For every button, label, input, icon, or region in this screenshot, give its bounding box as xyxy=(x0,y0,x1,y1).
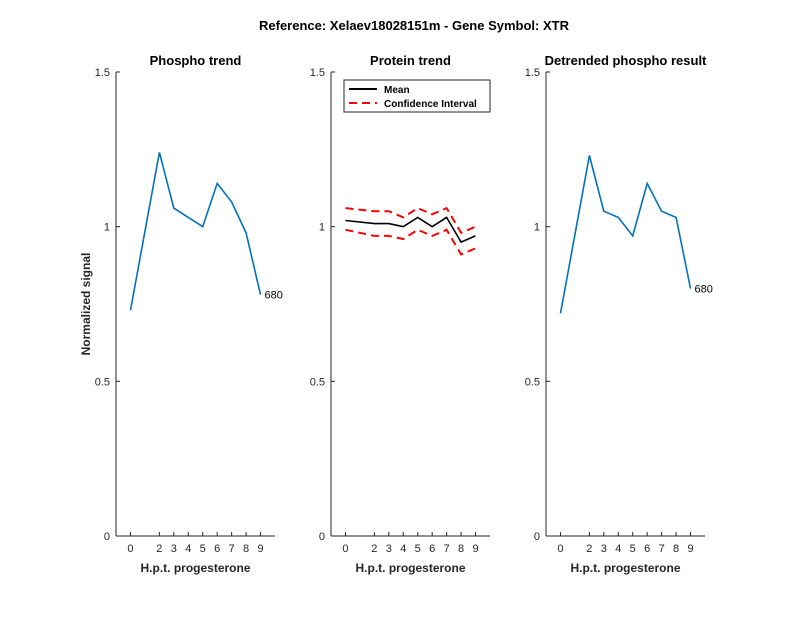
x-tick-label: 7 xyxy=(659,543,665,555)
figure-title: Reference: Xelaev18028151m - Gene Symbol… xyxy=(259,18,570,33)
data-series-line xyxy=(129,152,262,311)
x-tick-label: 6 xyxy=(644,543,650,555)
x-tick-label: 4 xyxy=(185,543,191,555)
mean-series-line xyxy=(345,216,476,244)
x-tick-label: 3 xyxy=(601,543,607,555)
legend: Mean Confidence Interval xyxy=(343,79,491,113)
chart-panel-3: 0 0.5 1 1.5 0 2 3 4 5 6 7 8 9 Detrended phospho resul… xyxy=(525,53,713,575)
x-tick-label: 3 xyxy=(171,543,177,555)
y-tick-label: 0 xyxy=(534,531,540,543)
y-tick-label: 1 xyxy=(534,222,540,234)
y-axis-label: Normalized signal xyxy=(79,253,93,356)
x-tick-label: 9 xyxy=(472,543,478,555)
y-tick-label: 1 xyxy=(319,222,325,234)
y-tick-label: 0.5 xyxy=(525,376,540,388)
x-tick-label: 2 xyxy=(371,543,377,555)
y-tick-label: 1 xyxy=(104,222,110,234)
x-tick-label: 9 xyxy=(687,543,693,555)
x-axis-label: H.p.t. progesterone xyxy=(140,561,250,575)
chart-panel-2: 0 0.5 1 1.5 0 2 3 4 5 6 7 8 9 Protein trend H.p.t. pro… xyxy=(310,53,491,575)
legend-label: Mean xyxy=(384,85,410,96)
y-tick-label: 1.5 xyxy=(525,67,540,79)
confidence-interval-series-line xyxy=(345,206,476,235)
y-tick-label: 0.5 xyxy=(95,376,110,388)
point-annotation: 680 xyxy=(265,290,283,302)
y-tick-label: 1.5 xyxy=(95,67,110,79)
x-tick-label: 8 xyxy=(673,543,679,555)
data-series-line xyxy=(559,155,692,314)
panel-title: Detrended phospho result xyxy=(545,53,707,68)
x-tick-label: 2 xyxy=(156,543,162,555)
x-tick-label: 8 xyxy=(243,543,249,555)
x-tick-label: 2 xyxy=(586,543,592,555)
x-tick-label: 3 xyxy=(386,543,392,555)
panel-title: Protein trend xyxy=(370,53,451,68)
x-tick-label: 0 xyxy=(342,543,348,555)
x-tick-label: 7 xyxy=(229,543,235,555)
x-tick-label: 5 xyxy=(630,543,636,555)
x-tick-label: 9 xyxy=(257,543,263,555)
x-axis-label: H.p.t. progesterone xyxy=(355,561,465,575)
legend-label: Confidence Interval xyxy=(384,99,477,110)
panel-title: Phospho trend xyxy=(150,53,242,68)
y-tick-label: 0 xyxy=(104,531,110,543)
legend-box xyxy=(343,79,491,113)
y-tick-label: 0 xyxy=(319,531,325,543)
x-tick-label: 7 xyxy=(444,543,450,555)
x-axis-label: H.p.t. progesterone xyxy=(570,561,680,575)
chart-panel-1: 0 0.5 1 1.5 0 2 3 4 5 6 7 8 9 Phospho trend H.p.t. pro… xyxy=(79,53,283,575)
x-tick-label: 0 xyxy=(557,543,563,555)
x-tick-label: 5 xyxy=(415,543,421,555)
x-tick-label: 8 xyxy=(458,543,464,555)
x-tick-label: 5 xyxy=(200,543,206,555)
x-tick-label: 4 xyxy=(400,543,406,555)
point-annotation: 680 xyxy=(695,284,713,296)
y-tick-label: 1.5 xyxy=(310,67,325,79)
x-tick-label: 6 xyxy=(429,543,435,555)
x-tick-label: 4 xyxy=(615,543,621,555)
x-tick-label: 6 xyxy=(214,543,220,555)
y-tick-label: 0.5 xyxy=(310,376,325,388)
x-tick-label: 0 xyxy=(127,543,133,555)
